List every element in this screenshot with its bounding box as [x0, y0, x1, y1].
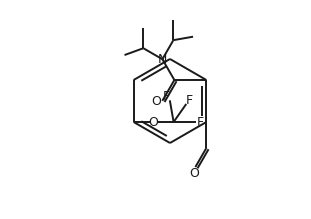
Text: F: F: [163, 90, 170, 103]
Text: O: O: [151, 95, 161, 108]
Text: O: O: [149, 115, 159, 129]
Text: O: O: [189, 167, 199, 180]
Text: N: N: [158, 53, 167, 66]
Text: F: F: [197, 115, 204, 129]
Text: F: F: [186, 94, 193, 108]
